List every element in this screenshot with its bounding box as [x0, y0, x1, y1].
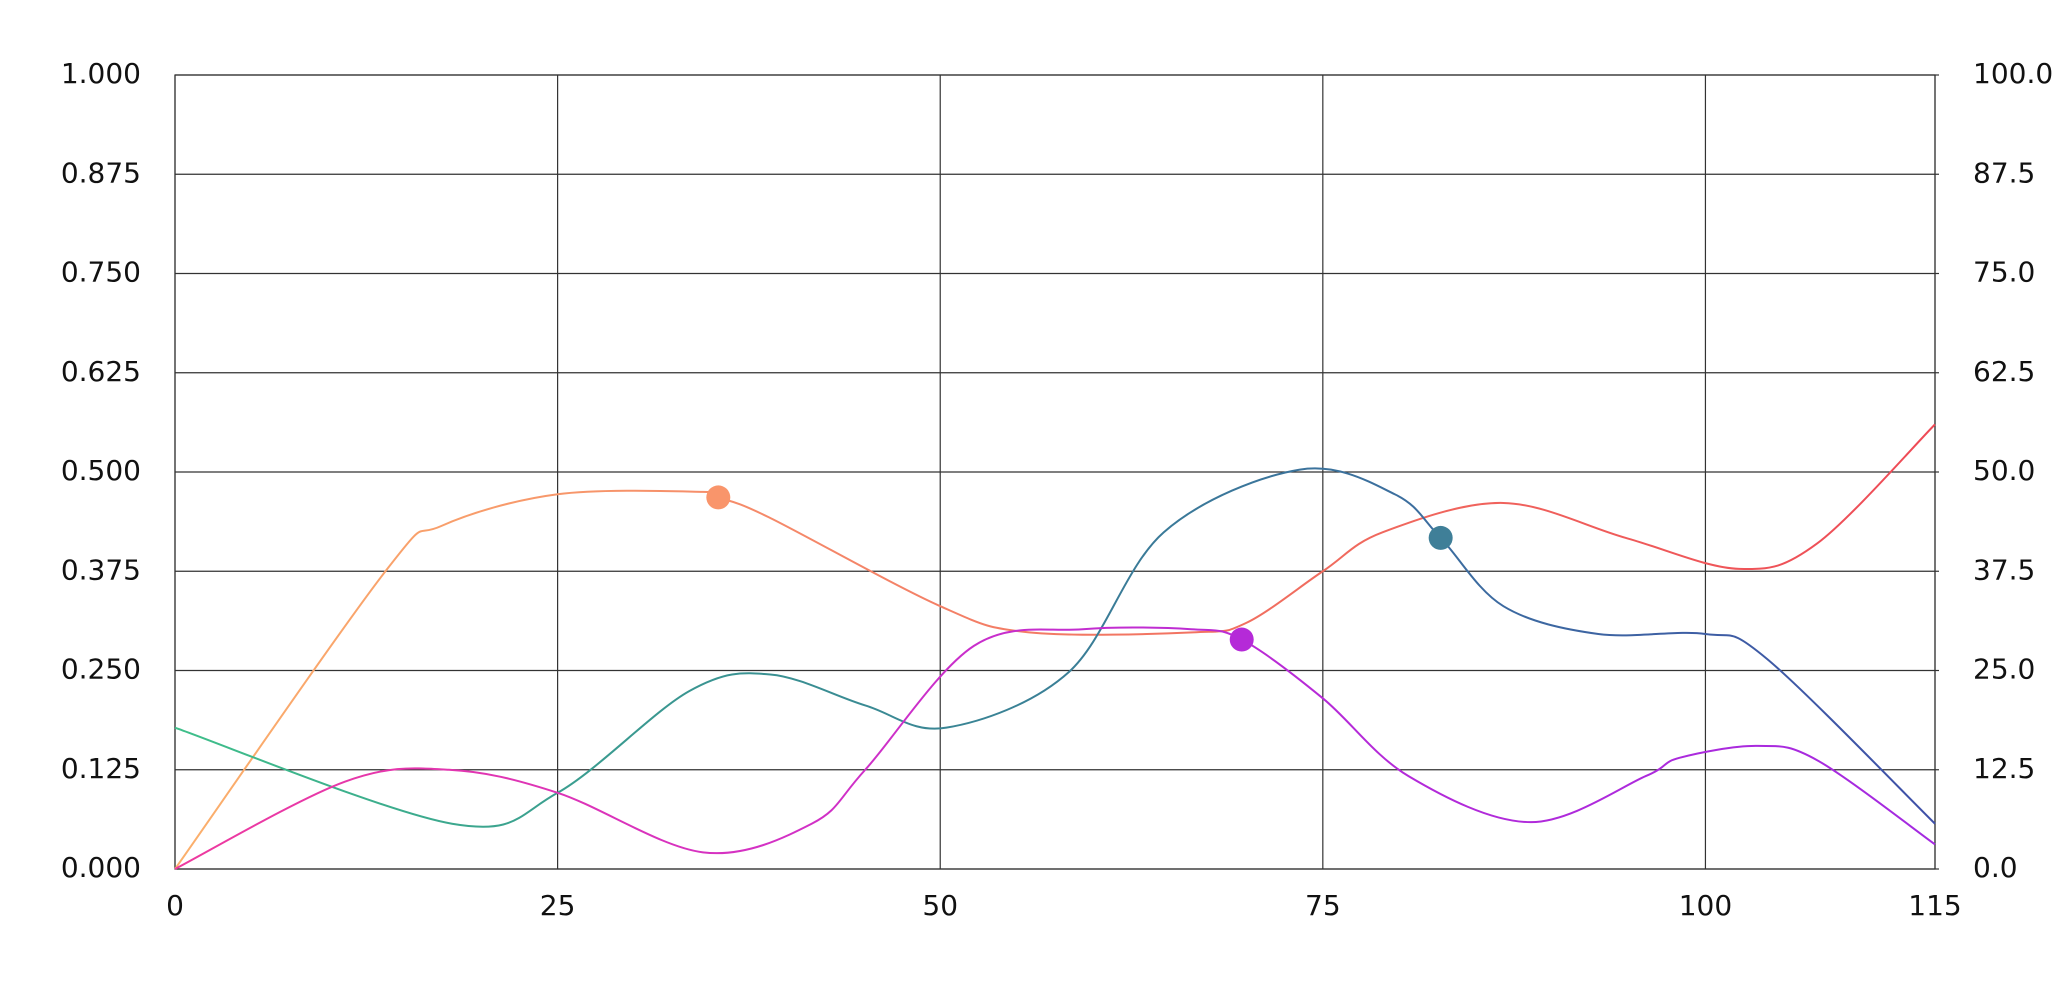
x-tick-label: 50 — [922, 889, 958, 922]
y2-tick-label: 62.5 — [1973, 355, 2035, 388]
y2-tick-label: 25.0 — [1973, 653, 2035, 686]
y2-tick-label: 0.0 — [1973, 851, 2018, 884]
x-tick-label: 115 — [1908, 889, 1961, 922]
y2-tick-label: 37.5 — [1973, 553, 2035, 586]
x-tick-label: 25 — [540, 889, 576, 922]
series-line — [174, 626, 1936, 870]
y-tick-label: 0.750 — [61, 256, 141, 289]
marker — [1428, 525, 1453, 550]
series-line — [174, 423, 1936, 870]
marker — [1229, 627, 1254, 652]
y-tick-label: 0.375 — [61, 553, 141, 586]
series-line — [174, 467, 1936, 828]
y-tick-label: 0.125 — [61, 752, 141, 785]
x-tick-label: 0 — [166, 889, 184, 922]
y-tick-label: 0.500 — [61, 454, 141, 487]
y-tick-label: 0.625 — [61, 355, 141, 388]
y-tick-label: 0.250 — [61, 653, 141, 686]
plot-frame — [174, 74, 1936, 870]
y2-tick-label: 100.0 — [1973, 57, 2053, 90]
y-tick-label: 0.875 — [61, 156, 141, 189]
y2-tick-label: 87.5 — [1973, 156, 2035, 189]
y-tick-label: 0.000 — [61, 851, 141, 884]
y2-tick-label: 75.0 — [1973, 256, 2035, 289]
y2-tick-label: 12.5 — [1973, 752, 2035, 785]
y2-tick-label: 50.0 — [1973, 454, 2035, 487]
y-tick-label: 1.000 — [61, 57, 141, 90]
x-tick-label: 75 — [1305, 889, 1341, 922]
marker — [706, 485, 731, 510]
x-tick-label: 100 — [1679, 889, 1732, 922]
